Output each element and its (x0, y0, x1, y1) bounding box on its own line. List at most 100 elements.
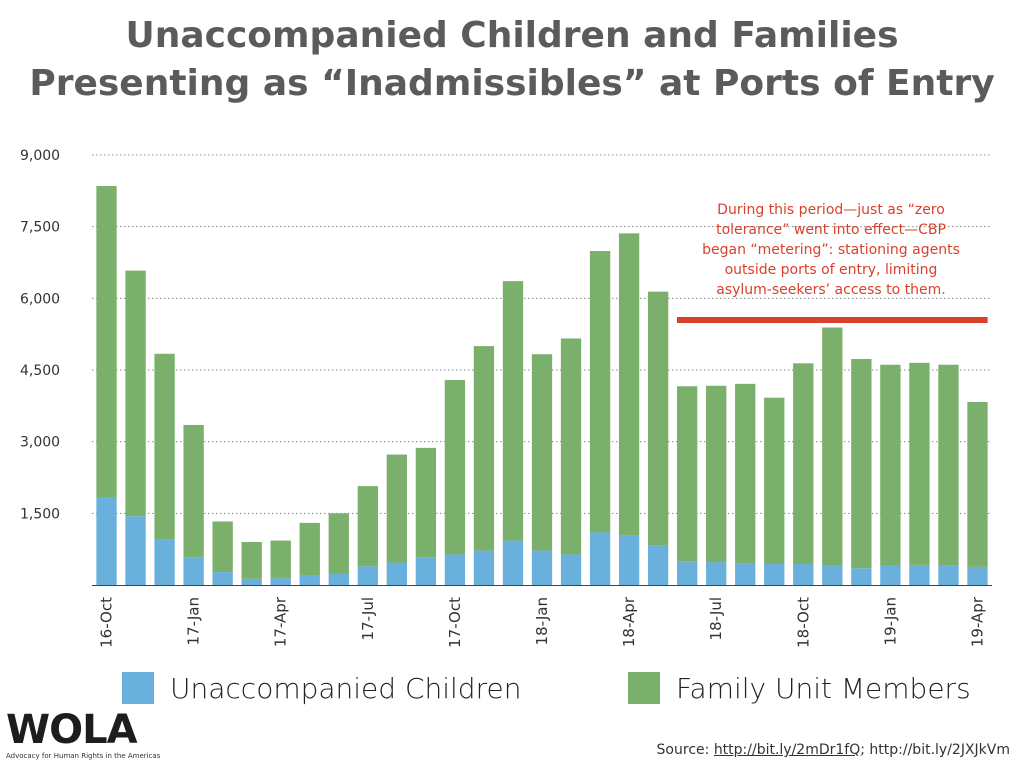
bar-family (822, 327, 843, 566)
bar-family (444, 380, 466, 555)
bar-unaccompanied (589, 532, 611, 585)
bar-unaccompanied (967, 566, 988, 585)
bar-unaccompanied (502, 540, 524, 585)
bar-unaccompanied (154, 539, 175, 585)
metering-period-bar (677, 317, 988, 323)
bar-family (880, 364, 901, 566)
logo-tagline: Advocacy for Human Rights in the America… (6, 752, 161, 760)
bar-family (183, 424, 204, 558)
bar-family (618, 233, 640, 536)
bar-unaccompanied (851, 568, 872, 585)
bar-unaccompanied (560, 554, 582, 585)
bar-family (560, 338, 582, 555)
bar-family (357, 486, 378, 567)
y-tick-label: 9,000 (20, 148, 60, 164)
y-tick-label: 1,500 (20, 506, 60, 522)
bar-family (125, 270, 146, 517)
bar-unaccompanied (212, 572, 233, 585)
annotation-line4: outside ports of entry, limiting (724, 262, 938, 278)
bar-family (589, 251, 611, 533)
bar-unaccompanied (793, 563, 814, 585)
bar-unaccompanied (706, 562, 727, 585)
chart-title-line1: Unaccompanied Children and Families (125, 15, 899, 56)
bar-unaccompanied (328, 573, 349, 585)
bar-family (502, 281, 524, 541)
annotation-line1: During this period—just as “zero (717, 202, 945, 218)
bar-unaccompanied (531, 550, 553, 585)
x-tick-label: 16-Oct (98, 597, 116, 648)
legend-label-family: Family Unit Members (676, 671, 971, 705)
y-tick-label: 3,000 (20, 435, 60, 451)
bar-family (764, 397, 785, 564)
wola-logo: WOLA Advocacy for Human Rights in the Am… (6, 708, 160, 764)
bar-unaccompanied (618, 535, 640, 585)
bar-family (415, 447, 437, 558)
bar-unaccompanied (125, 516, 146, 585)
source-note: Source: http://bit.ly/2mDr1fQ; http://bi… (657, 742, 1010, 758)
chart-title-line2: Presenting as “Inadmissibles” at Ports o… (29, 63, 995, 104)
x-tick-label: 19-Jan (881, 597, 899, 645)
x-tick-label: 18-Jan (533, 597, 551, 645)
bar-unaccompanied (444, 554, 466, 585)
bar-unaccompanied (764, 563, 785, 585)
bar-family (967, 402, 988, 567)
legend-item-unaccompanied: Unaccompanied Children (122, 668, 521, 708)
x-tick-label: 18-Apr (620, 596, 638, 647)
annotation-line3: began “metering”: stationing agents (702, 242, 960, 258)
bar-unaccompanied (183, 557, 204, 585)
bar-unaccompanied (357, 566, 378, 585)
bar-family (531, 354, 553, 551)
bar-family (473, 346, 495, 551)
bar-unaccompanied (909, 564, 930, 585)
x-tick-label: 19-Apr (968, 596, 986, 647)
bar-unaccompanied (822, 565, 843, 585)
bar-family (909, 362, 930, 565)
bar-family (386, 454, 407, 563)
legend-swatch-unaccompanied (122, 672, 154, 704)
bar-family (706, 385, 727, 563)
bar-family (212, 521, 233, 573)
y-tick-label: 6,000 (20, 291, 60, 307)
x-tick-label: 17-Jan (185, 597, 203, 645)
x-tick-label: 17-Apr (272, 596, 290, 647)
bar-unaccompanied (270, 578, 291, 585)
x-tick-label: 17-Jul (359, 597, 377, 640)
source-link-2[interactable]: http://bit.ly/2JXJkVm (869, 742, 1010, 758)
bar-family (677, 386, 698, 562)
bar-family (96, 186, 117, 498)
bar-family (938, 364, 959, 566)
x-tick-label: 18-Jul (707, 597, 725, 640)
bar-unaccompanied (386, 562, 407, 585)
y-tick-label: 7,500 (20, 220, 60, 236)
chart-title: Unaccompanied Children and Families Pres… (0, 12, 1024, 108)
bar-unaccompanied (473, 550, 495, 585)
bar-family (270, 540, 291, 579)
source-prefix: Source: (656, 742, 714, 758)
x-tick-label: 17-Oct (446, 597, 464, 648)
source-separator: ; (860, 742, 870, 758)
bar-unaccompanied (677, 561, 698, 585)
annotation-line2: tolerance” went into effect—CBP (716, 222, 946, 238)
legend-item-family: Family Unit Members (628, 668, 971, 708)
bar-family (647, 291, 669, 546)
bar-family (299, 522, 320, 576)
bar-family (328, 513, 349, 574)
bar-unaccompanied (96, 497, 117, 585)
bar-family (735, 383, 756, 564)
legend-label-unaccompanied: Unaccompanied Children (170, 671, 522, 705)
bar-family (793, 363, 814, 564)
bar-family (241, 542, 262, 579)
bar-family (154, 353, 175, 540)
bar-unaccompanied (241, 578, 262, 585)
bar-family (851, 359, 872, 569)
bar-unaccompanied (735, 563, 756, 585)
x-tick-label: 18-Oct (794, 597, 812, 648)
bar-unaccompanied (647, 545, 669, 585)
bar-unaccompanied (938, 565, 959, 585)
source-link-1[interactable]: http://bit.ly/2mDr1fQ (713, 742, 861, 758)
bar-unaccompanied (299, 575, 320, 585)
bar-unaccompanied (880, 565, 901, 585)
legend-swatch-family (628, 672, 660, 704)
bar-unaccompanied (415, 557, 437, 585)
y-tick-label: 4,500 (20, 363, 60, 379)
